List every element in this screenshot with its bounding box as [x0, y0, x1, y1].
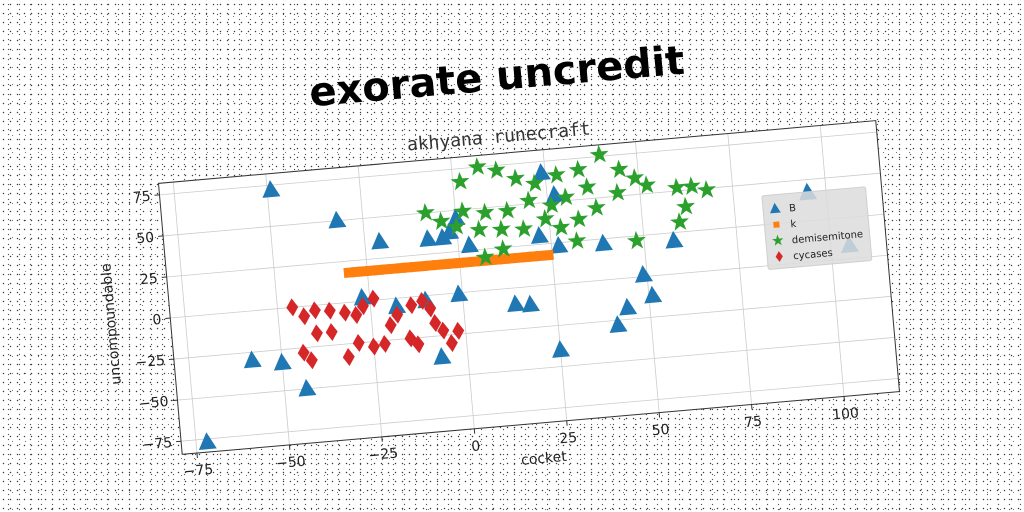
plot-area	[158, 120, 900, 455]
x-tick-label: 75	[744, 414, 763, 431]
x-axis-label: cocket	[521, 449, 568, 469]
y-tick-label: −25	[135, 353, 166, 372]
y-tick-label: 0	[152, 312, 162, 329]
grid-line-y	[163, 172, 881, 237]
legend-marker	[773, 221, 780, 228]
grid-line-y	[173, 295, 892, 360]
x-tick-label: 100	[832, 405, 860, 423]
x-tick-label: −50	[276, 454, 307, 473]
grid	[159, 125, 899, 454]
x-tick-label: −25	[368, 446, 399, 465]
legend-item	[773, 221, 780, 228]
x-tick-label: 0	[471, 438, 481, 455]
legend-label: cycases	[793, 248, 833, 262]
y-tick-label: −50	[138, 394, 169, 413]
grid-line-y	[181, 378, 899, 442]
x-tick-label: −75	[183, 462, 214, 481]
ticks: −75 −50 −25 0 25 50 75 100 −75 −50 −25 0 25 50 75	[132, 189, 860, 481]
legend-label: B	[789, 203, 797, 215]
grid-line-x	[265, 173, 290, 445]
x-tick-label: 25	[559, 430, 578, 447]
grid-line-y	[159, 131, 877, 196]
x-tick-label: 50	[651, 422, 670, 439]
y-axis-label: uncompoundable	[98, 263, 125, 386]
legend-label: k	[790, 219, 797, 230]
y-tick-label: 50	[136, 230, 155, 247]
y-tick-label: 75	[132, 189, 151, 206]
chart-title: exorate uncredit	[307, 38, 686, 117]
data-point	[543, 249, 554, 261]
legend-box	[761, 186, 873, 270]
grid-line-x	[542, 149, 568, 421]
grid-line-y	[177, 336, 895, 401]
y-tick-label: 25	[139, 271, 158, 288]
plot-frame	[157, 120, 900, 455]
grid-line-x	[727, 133, 752, 405]
grid-line-x	[172, 182, 198, 454]
y-tick-label: −75	[142, 435, 173, 454]
